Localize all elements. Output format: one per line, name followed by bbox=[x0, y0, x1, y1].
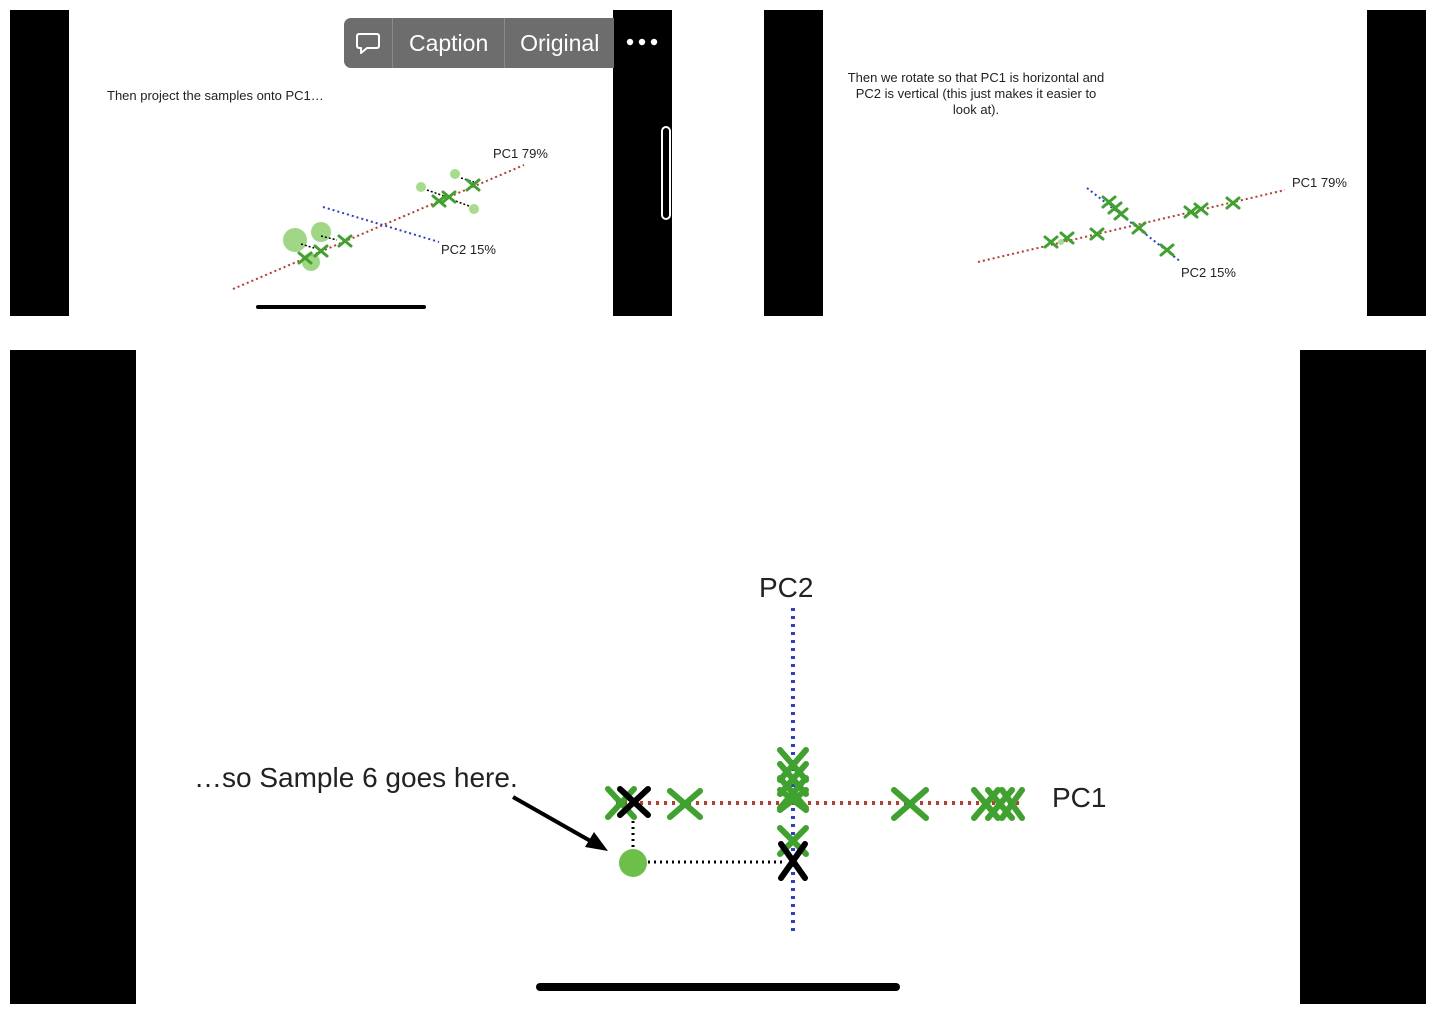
slide-2: Then we rotate so that PC1 is horizontal… bbox=[823, 10, 1367, 316]
video-panel-3[interactable]: PC2 PC1 …so Sample 6 goes here. bbox=[10, 350, 1426, 1004]
slide-2-pc2-label: PC2 15% bbox=[1181, 265, 1236, 280]
caption-button[interactable]: Caption bbox=[393, 18, 506, 68]
home-indicator-3[interactable] bbox=[536, 983, 900, 991]
slide-1-pc1-label: PC1 79% bbox=[493, 146, 548, 161]
slide-2-caption-line-2: PC2 is vertical (this just makes it easi… bbox=[855, 86, 1097, 101]
image-toolbar: Caption Original bbox=[344, 18, 614, 68]
slide-3-pc2-label: PC2 bbox=[759, 572, 813, 603]
slide-3-pc1-label: PC1 bbox=[1052, 782, 1106, 813]
slide-3-annotation: …so Sample 6 goes here. bbox=[194, 762, 518, 793]
slide-2-caption-line-1: Then we rotate so that PC1 is horizontal… bbox=[847, 70, 1105, 85]
slide-3-pca-plot: PC2 PC1 …so Sample 6 goes here. bbox=[194, 572, 1106, 932]
ellipsis-icon bbox=[626, 38, 658, 46]
slide-1-pc2-label: PC2 15% bbox=[441, 242, 496, 257]
slide-2-caption: Then we rotate so that PC1 is horizontal… bbox=[823, 70, 1129, 118]
speech-bubble-icon bbox=[355, 33, 380, 54]
slide-3: PC2 PC1 …so Sample 6 goes here. bbox=[136, 350, 1300, 1004]
slide-2-pca-plot: PC1 79% PC2 15% bbox=[977, 175, 1347, 280]
comment-button[interactable] bbox=[344, 18, 393, 68]
slide-1-pca-plot: PC1 79% PC2 15% bbox=[232, 146, 548, 290]
video-panel-2[interactable]: Then we rotate so that PC1 is horizontal… bbox=[764, 10, 1426, 316]
slide-2-caption-line-3: look at). bbox=[952, 102, 1000, 117]
home-indicator-1[interactable] bbox=[256, 305, 426, 309]
scroll-indicator[interactable] bbox=[661, 126, 671, 220]
slide-2-pc1-label: PC1 79% bbox=[1292, 175, 1347, 190]
original-button[interactable]: Original bbox=[520, 29, 600, 56]
more-button[interactable] bbox=[620, 26, 664, 58]
slide-1-caption: Then project the samples onto PC1… bbox=[107, 88, 324, 103]
